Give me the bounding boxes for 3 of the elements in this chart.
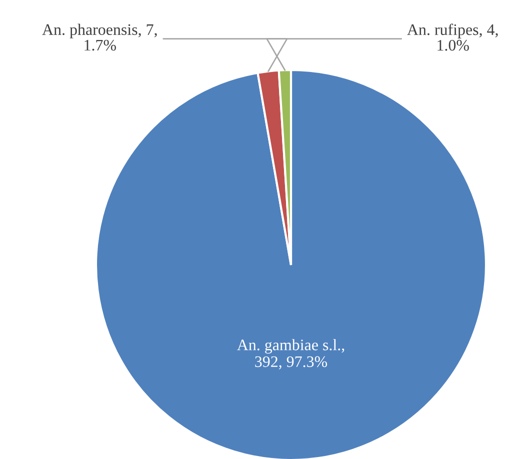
slice-label: An. gambiae s.l., 392, 97.3%	[237, 339, 344, 370]
slice-label: An. pharoensis, 7, 1.7%	[42, 24, 157, 51]
slice-label: An. rufipes, 4, 1.0%	[407, 24, 498, 51]
